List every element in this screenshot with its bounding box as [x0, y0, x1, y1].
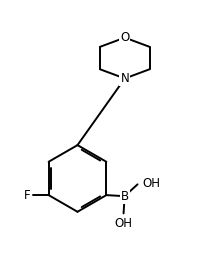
Text: F: F: [24, 189, 31, 201]
Text: O: O: [120, 31, 129, 44]
Text: OH: OH: [115, 217, 132, 230]
Text: B: B: [121, 190, 129, 203]
Text: N: N: [120, 72, 129, 85]
Text: OH: OH: [142, 178, 160, 190]
